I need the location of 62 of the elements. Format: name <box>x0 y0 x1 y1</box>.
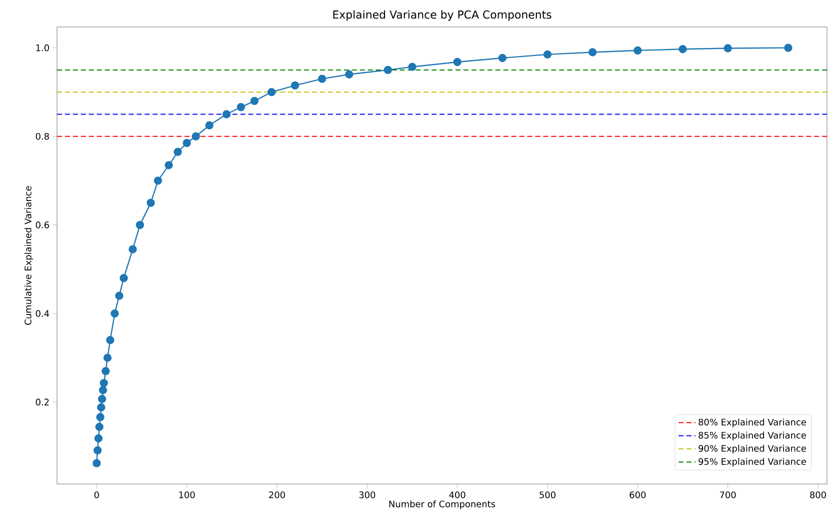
x-tick-label: 600 <box>630 491 646 498</box>
point <box>98 394 106 404</box>
point <box>94 434 103 442</box>
point <box>106 336 114 344</box>
y-tick-label: 1.0 <box>36 44 49 52</box>
x-tick-label: 300 <box>359 491 376 498</box>
legend-label: 80% Explained Variance <box>698 418 806 428</box>
point <box>192 132 200 140</box>
point <box>115 292 124 300</box>
point <box>634 46 642 55</box>
point <box>128 245 137 254</box>
point <box>678 45 687 54</box>
point <box>103 354 112 362</box>
point <box>95 422 104 431</box>
point <box>182 138 191 148</box>
point <box>120 274 128 282</box>
point <box>205 121 214 130</box>
point <box>146 198 155 207</box>
legend-label: 90% Explained Variance <box>698 444 806 454</box>
point <box>290 81 300 90</box>
x-tick-label: 100 <box>179 491 195 498</box>
point <box>588 48 597 56</box>
point <box>174 148 182 156</box>
point <box>453 58 462 66</box>
point <box>784 44 792 52</box>
y-axis-title: Cumulative Explained Variance <box>24 186 34 325</box>
y-tick-label: 0.6 <box>36 222 49 228</box>
y-tick-label: 0.2 <box>36 398 49 406</box>
point <box>236 103 246 112</box>
point <box>154 176 162 185</box>
point <box>136 220 144 230</box>
y-tick-label: 0.8 <box>36 132 49 140</box>
point <box>164 161 173 170</box>
point <box>93 446 102 454</box>
point <box>100 378 108 388</box>
x-tick-label: 500 <box>540 491 556 498</box>
x-tick-label: 200 <box>269 491 285 498</box>
x-tick-label: 400 <box>449 491 466 498</box>
point <box>408 62 416 71</box>
point <box>318 74 326 83</box>
x-axis-title: Number of Components <box>389 500 496 510</box>
legend-label: 95% Explained Variance <box>698 458 806 467</box>
point <box>543 50 552 59</box>
point <box>98 386 108 394</box>
point <box>268 88 276 96</box>
y-tick-label: 0.4 <box>36 310 50 317</box>
point <box>250 96 259 106</box>
point <box>96 413 104 422</box>
point <box>384 66 392 74</box>
point <box>498 54 506 62</box>
point <box>102 366 110 376</box>
point <box>222 110 231 118</box>
point <box>92 459 101 468</box>
point <box>110 309 119 318</box>
point <box>345 70 354 78</box>
point <box>724 44 732 52</box>
x-tick-label: 0 <box>94 491 99 498</box>
x-tick-label: 800 <box>810 491 826 498</box>
point <box>97 403 106 412</box>
legend-label: 85% Explained Variance <box>698 432 806 440</box>
x-tick-label: 700 <box>720 491 736 498</box>
chart-title: Explained Variance by PCA Components <box>333 10 552 21</box>
